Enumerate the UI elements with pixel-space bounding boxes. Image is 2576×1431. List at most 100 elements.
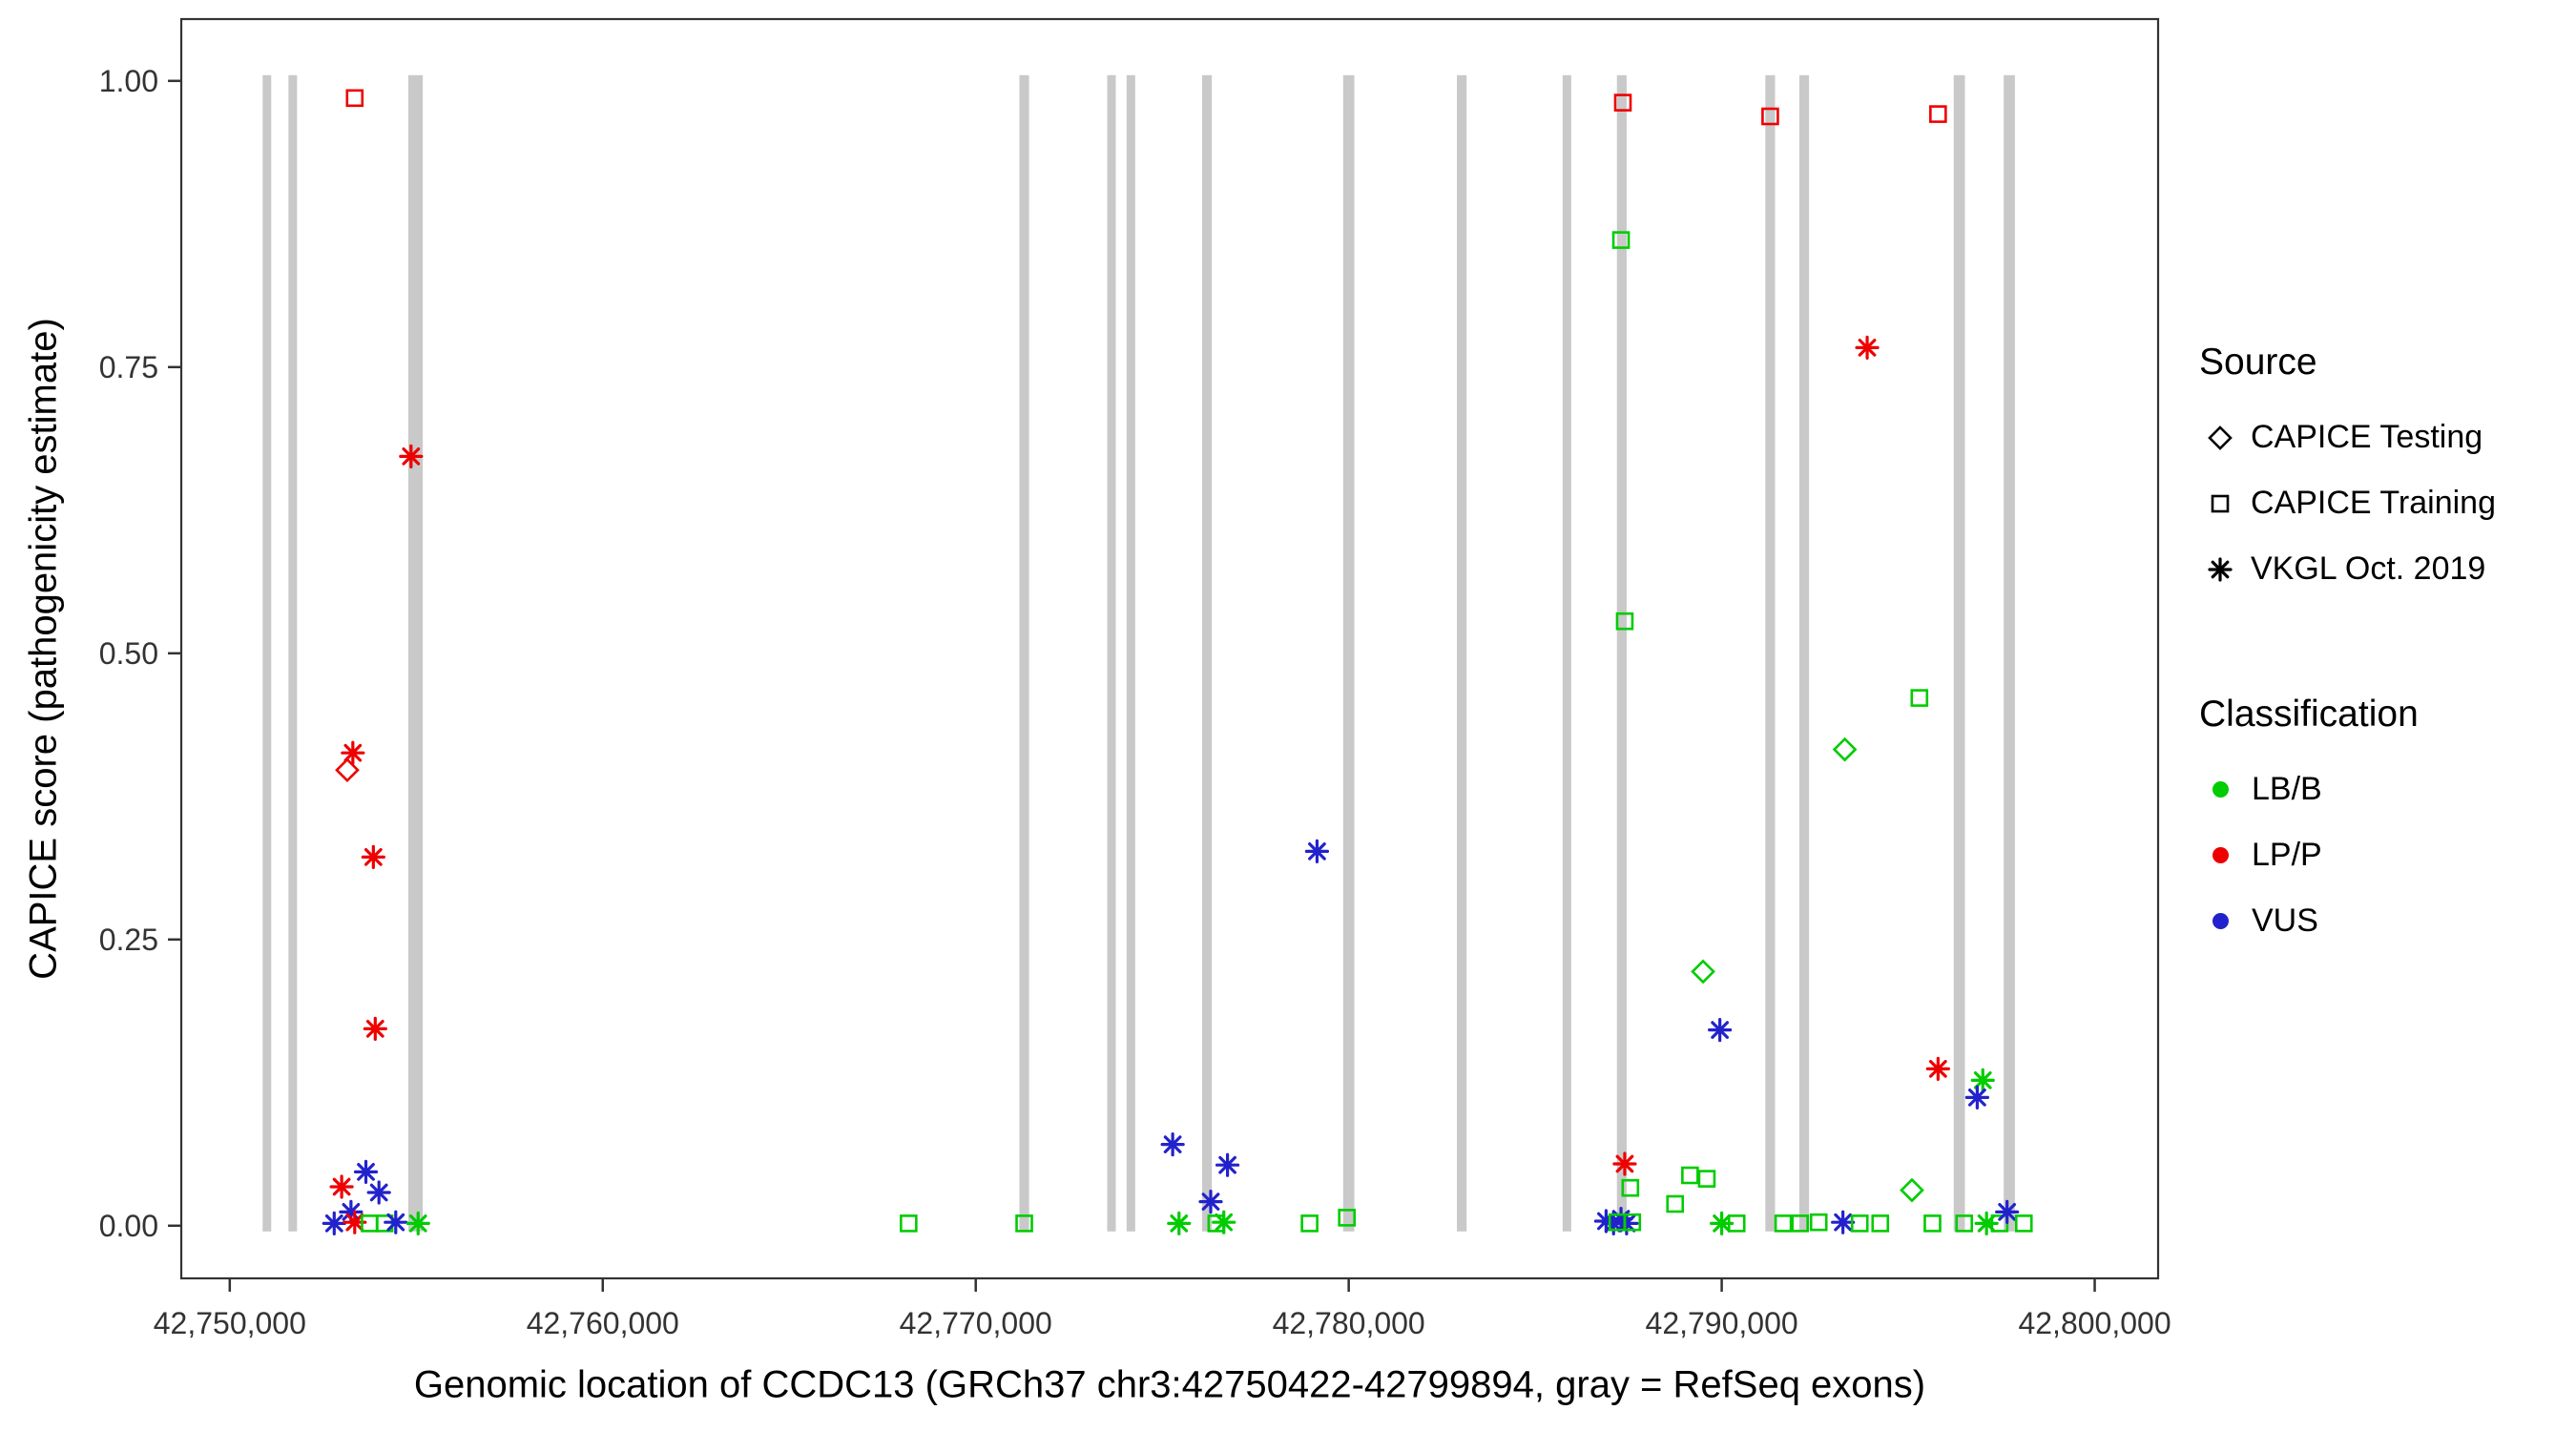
legend-item-label: CAPICE Training bbox=[2251, 485, 2496, 521]
refseq-exon-bar bbox=[288, 74, 298, 1232]
x-tick-label: 42,800,000 bbox=[2018, 1306, 2171, 1340]
x-tick-label: 42,790,000 bbox=[1646, 1306, 1798, 1340]
refseq-exon-bar bbox=[1342, 74, 1355, 1232]
asterisk-icon bbox=[2199, 549, 2241, 591]
square-icon bbox=[2199, 483, 2241, 525]
data-point-asterisk bbox=[408, 1214, 427, 1233]
data-point-square bbox=[1809, 1213, 1828, 1232]
data-point-asterisk bbox=[1968, 1089, 1986, 1107]
data-point-asterisk bbox=[1597, 1212, 1615, 1231]
x-tick-label: 42,760,000 bbox=[527, 1306, 679, 1340]
data-point-asterisk bbox=[1170, 1214, 1189, 1233]
data-point-asterisk bbox=[1218, 1155, 1236, 1174]
vus-color-dot-icon bbox=[2212, 913, 2229, 929]
data-point-asterisk bbox=[342, 1203, 361, 1221]
data-point-square bbox=[1910, 689, 1929, 707]
data-point-square bbox=[1871, 1214, 1890, 1233]
plot-panel bbox=[181, 19, 2158, 1278]
data-point-diamond bbox=[1832, 736, 1858, 762]
data-point-asterisk bbox=[345, 1213, 364, 1232]
refseq-exon-bar bbox=[1126, 74, 1135, 1232]
data-point-asterisk bbox=[1713, 1214, 1731, 1233]
y-axis-title: CAPICE score (pathogenicity estimate) bbox=[22, 318, 65, 980]
refseq-exon-bar bbox=[407, 74, 424, 1232]
data-point-square bbox=[1623, 1213, 1642, 1232]
data-point-asterisk bbox=[1973, 1071, 1992, 1089]
data-point-asterisk bbox=[1711, 1021, 1730, 1039]
y-tick-label: 0.00 bbox=[99, 1209, 158, 1243]
data-point-diamond bbox=[335, 757, 360, 783]
data-point-square bbox=[1611, 231, 1631, 249]
data-point-diamond bbox=[1691, 959, 1715, 985]
diamond-icon bbox=[2199, 417, 2241, 459]
legend-item-vkgl: VKGL Oct. 2019 bbox=[2199, 536, 2496, 602]
data-point-asterisk bbox=[1201, 1192, 1220, 1211]
legend-item-label: CAPICE Testing bbox=[2251, 419, 2483, 455]
legend-item-label: LB/B bbox=[2252, 771, 2322, 807]
refseq-exon-bar bbox=[1765, 74, 1776, 1232]
data-point-square bbox=[1300, 1214, 1319, 1233]
x-tick-label: 42,770,000 bbox=[900, 1306, 1052, 1340]
data-point-square bbox=[1697, 1170, 1716, 1188]
refseq-exon-bar bbox=[1616, 74, 1627, 1232]
legend-item-lbb: LB/B bbox=[2199, 757, 2496, 822]
data-point-asterisk bbox=[1617, 1214, 1636, 1233]
legend-item-label: VKGL Oct. 2019 bbox=[2251, 550, 2486, 587]
data-point-square bbox=[1923, 1214, 1942, 1233]
lbb-color-dot-icon bbox=[2212, 781, 2229, 798]
y-tick-label: 1.00 bbox=[99, 64, 158, 98]
plot-panel-border bbox=[179, 17, 2160, 1280]
refseq-exon-bar bbox=[1953, 74, 1965, 1232]
data-point-square bbox=[1929, 105, 1947, 123]
refseq-exon-bar bbox=[1019, 74, 1029, 1232]
data-point-asterisk bbox=[369, 1183, 388, 1202]
refseq-exon-bar bbox=[2004, 74, 2015, 1232]
data-point-asterisk bbox=[1977, 1214, 1996, 1233]
data-point-square bbox=[900, 1214, 918, 1233]
lpp-color-dot-icon bbox=[2212, 847, 2229, 863]
data-point-square bbox=[1774, 1214, 1793, 1233]
legend-item-capice-training: CAPICE Training bbox=[2199, 470, 2496, 536]
data-point-asterisk bbox=[343, 743, 363, 762]
data-point-square bbox=[1791, 1214, 1809, 1233]
data-point-asterisk bbox=[1615, 1154, 1634, 1173]
data-point-square bbox=[1761, 107, 1779, 126]
data-point-square bbox=[2014, 1214, 2033, 1233]
data-point-square bbox=[345, 89, 364, 108]
data-point-square bbox=[1955, 1214, 1974, 1233]
data-point-asterisk bbox=[1308, 842, 1326, 861]
data-point-asterisk bbox=[1858, 339, 1877, 357]
data-point-asterisk bbox=[1998, 1203, 2017, 1221]
data-point-asterisk bbox=[357, 1163, 375, 1181]
legend-item-vus: VUS bbox=[2199, 888, 2496, 954]
legend-item-label: VUS bbox=[2252, 902, 2318, 939]
data-point-square bbox=[1615, 612, 1634, 631]
legend-classification-block: Classification LB/B LP/P VUS bbox=[2199, 694, 2496, 954]
y-tick-label: 0.25 bbox=[99, 923, 158, 957]
data-point-asterisk bbox=[1215, 1213, 1234, 1232]
refseq-exon-bar bbox=[262, 74, 272, 1232]
data-point-asterisk bbox=[1163, 1135, 1182, 1153]
legend-source-title: Source bbox=[2199, 342, 2317, 383]
refseq-exon-bar bbox=[1562, 74, 1571, 1232]
data-point-diamond bbox=[1900, 1177, 1924, 1203]
y-tick-label: 0.50 bbox=[99, 636, 158, 671]
data-point-asterisk bbox=[1928, 1060, 1947, 1078]
data-point-asterisk bbox=[332, 1177, 351, 1196]
data-point-asterisk bbox=[365, 1020, 384, 1038]
refseq-exon-bar bbox=[1798, 74, 1810, 1232]
refseq-exon-bar bbox=[1457, 74, 1467, 1232]
legend-source-block: Source CAPICE Testing CAPICE Training VK… bbox=[2199, 342, 2496, 602]
refseq-exon-bar bbox=[1107, 74, 1116, 1232]
data-point-square bbox=[1850, 1214, 1869, 1233]
data-point-asterisk bbox=[324, 1214, 343, 1233]
data-point-square bbox=[1681, 1166, 1699, 1185]
legend-item-lpp: LP/P bbox=[2199, 822, 2496, 888]
data-point-square bbox=[1015, 1214, 1033, 1233]
data-point-square bbox=[1338, 1209, 1356, 1227]
data-point-asterisk bbox=[1834, 1213, 1853, 1232]
legend: Source CAPICE Testing CAPICE Training VK… bbox=[2199, 342, 2496, 954]
refseq-exon-bar bbox=[1202, 74, 1213, 1232]
